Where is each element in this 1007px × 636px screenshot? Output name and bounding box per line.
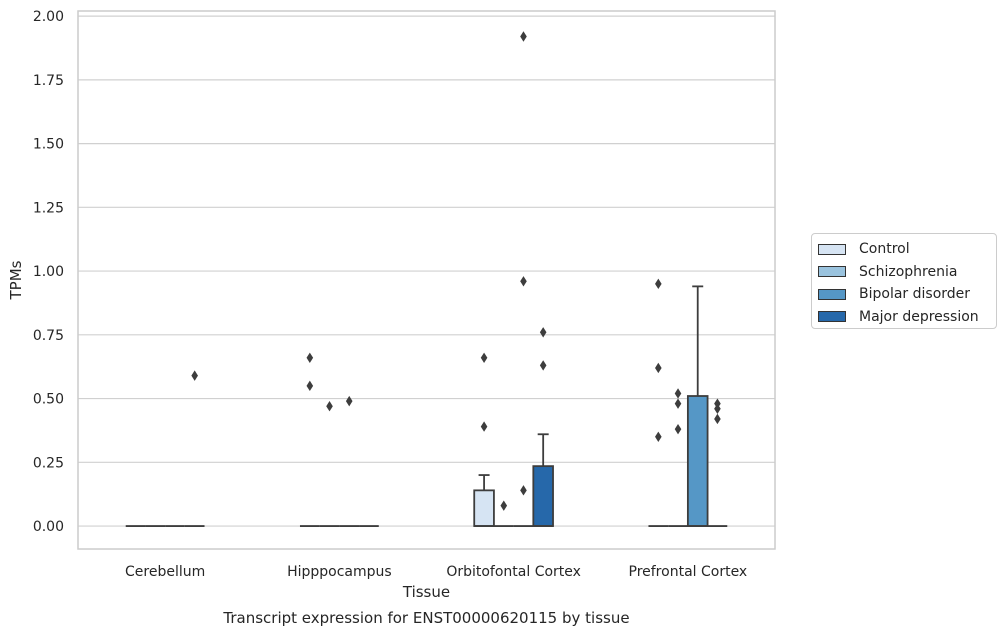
box-control-prefrontal-cortex: [648, 278, 669, 527]
outlier-point: [306, 380, 314, 392]
box-body: [473, 489, 495, 527]
box-major-depression-orbitofontal-cortex: [532, 327, 554, 527]
outlier-point: [306, 352, 314, 363]
legend-label-control: Control: [859, 241, 910, 258]
y-tick-label: 1.25: [33, 200, 64, 216]
box-series: [125, 31, 728, 527]
x-tick-label-hipppocampus: Hipppocampus: [287, 564, 392, 580]
y-tick-label: 0.50: [33, 392, 64, 408]
grid-lines: [78, 15, 775, 527]
x-tick-label-cerebellum: Cerebellum: [125, 564, 205, 580]
y-tick-label: 1.00: [33, 264, 64, 280]
legend-label-schizophrenia: Schizophrenia: [859, 263, 958, 280]
outlier-point: [480, 421, 488, 432]
outlier-point: [674, 423, 682, 435]
box-control-hipppocampus: [299, 352, 320, 527]
outlier-point: [520, 31, 527, 42]
box-major-depression-cerebellum: [184, 370, 205, 527]
box-body: [686, 395, 709, 527]
outlier-point: [500, 500, 508, 511]
outlier-point: [655, 362, 662, 374]
y-tick-label: 1.50: [33, 137, 64, 153]
legend-swatch-major-depression: [818, 311, 846, 323]
box-schizophrenia-orbitofontal-cortex: [493, 500, 514, 527]
legend-swatch-bipolar-disorder: [818, 288, 846, 300]
outlier-point: [655, 431, 662, 443]
chart-legend: Control Schizophrenia Bipolar disorder M…: [811, 233, 997, 329]
legend-label-major-depression: Major depression: [859, 308, 979, 325]
plot-frame: [77, 10, 776, 550]
outlier-point: [326, 401, 333, 412]
y-tick-label: 1.75: [33, 73, 64, 89]
outlier-point: [714, 413, 721, 425]
outlier-point: [539, 360, 547, 371]
legend-item-bipolar-disorder: Bipolar disorder: [818, 283, 996, 306]
legend-swatch-control: [818, 243, 846, 255]
x-axis-label: Tissue: [402, 583, 450, 601]
outlier-point: [345, 395, 353, 407]
y-tick-label: 0.25: [33, 455, 64, 471]
y-tick-label: 0.75: [33, 328, 64, 344]
box-bipolar-disorder-orbitofontal-cortex: [513, 31, 534, 527]
y-tick-label: 0.00: [33, 519, 64, 535]
y-axis-ticks: 0.00 0.25 0.50 0.75 1.00 1.25 1.50 1.75 2.00: [33, 9, 64, 535]
legend-swatch-schizophrenia: [818, 266, 846, 278]
legend-item-control: Control: [818, 238, 996, 261]
legend-item-schizophrenia: Schizophrenia: [818, 261, 996, 284]
box-bipolar-disorder-hipppocampus: [339, 395, 360, 527]
box-bipolar-disorder-prefrontal-cortex: [686, 285, 709, 527]
outlier-point: [520, 276, 527, 287]
outlier-point: [480, 352, 488, 363]
legend-item-major-depression: Major depression: [818, 306, 996, 329]
outlier-point: [520, 485, 527, 496]
box-major-depression-prefrontal-cortex: [707, 398, 728, 527]
box-schizophrenia-prefrontal-cortex: [668, 388, 688, 527]
chart-title: Transcript expression for ENST0000062011…: [222, 609, 629, 627]
x-axis-ticks: Cerebellum Hipppocampus Orbitofontal Corte…: [125, 564, 747, 580]
box-schizophrenia-hipppocampus: [319, 401, 340, 527]
x-tick-label-orbitofontal-cortex: Orbitofontal Cortex: [446, 564, 581, 580]
outlier-point: [714, 403, 721, 414]
box-body: [532, 465, 554, 527]
outlier-point: [539, 327, 547, 338]
x-tick-label-prefrontal-cortex: Prefrontal Cortex: [629, 564, 748, 580]
y-axis-label: TPMs: [7, 260, 25, 300]
legend-label-bipolar-disorder: Bipolar disorder: [859, 286, 971, 303]
outlier-point: [674, 398, 682, 409]
y-tick-label: 2.00: [33, 9, 64, 25]
outlier-point: [191, 370, 198, 381]
outlier-point: [674, 388, 682, 399]
box-control-orbitofontal-cortex: [473, 352, 495, 527]
outlier-point: [655, 278, 662, 290]
